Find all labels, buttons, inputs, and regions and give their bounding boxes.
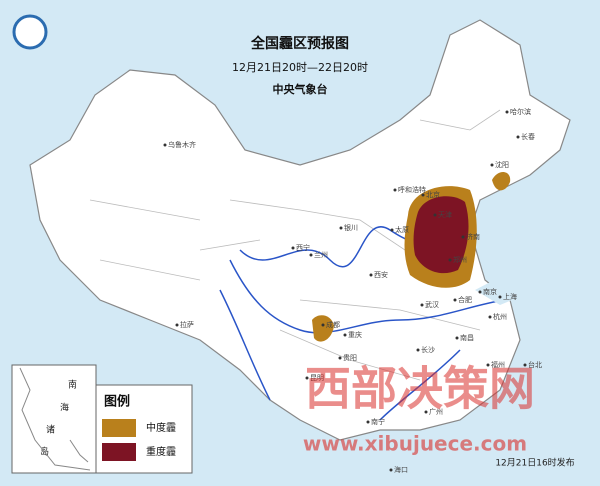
city-label: 西安 [374,270,388,279]
city-dot [505,110,509,114]
rivers [219,224,506,421]
city-dot [309,253,313,257]
city-label: 拉萨 [180,320,194,329]
city-dot [420,303,424,307]
city-dot [478,290,482,294]
inset-label: 南 [68,379,77,391]
inset-coast [19,367,91,471]
city-dot [448,258,452,262]
city-dot [486,363,490,367]
city-dot [339,226,343,230]
issue-time: 12月21日16时发布 [495,457,574,469]
city-label: 郑州 [453,256,467,264]
city-label: 南京 [483,287,497,296]
city-label: 昆明 [310,374,324,382]
city-label: 杭州 [493,312,507,321]
issuer: 中央气象台 [273,82,328,96]
city-label: 武汉 [425,300,439,309]
city-label: 广州 [429,407,443,416]
city-label: 济南 [466,232,480,241]
inset-box [11,364,97,474]
legend-label: 中度霾 [146,421,176,434]
city-label: 乌鲁木齐 [168,140,196,149]
city-dot [389,468,393,472]
city-dot [433,213,437,217]
moderate-haze-area [312,315,334,342]
city-label: 长春 [521,132,535,141]
city-label: 南宁 [371,417,385,426]
period: 12月21日20时—22日20时 [232,61,368,74]
city-label: 成都 [326,320,340,329]
city-label: 南昌 [460,333,474,342]
watermark: 西部决策网 [305,362,535,416]
city-dot [305,376,309,380]
city-dot [321,323,325,327]
province-borders [89,109,501,381]
city-label: 贵阳 [343,353,357,362]
city-label: 福州 [491,360,505,369]
city-label: 北京 [426,190,440,199]
city-dot [390,228,394,232]
city-dot [291,246,295,250]
legend-swatch [102,443,136,461]
city-label: 呼和浩特 [398,185,426,194]
legend-swatch [102,419,136,437]
severe-haze-area [413,196,469,274]
city-dot [498,295,502,299]
city-label: 哈尔滨 [510,107,531,116]
city-label: 重庆 [348,330,362,339]
city-dot [461,235,465,239]
inset-label: 诸 [46,425,55,436]
city-label: 太原 [395,225,409,234]
city-dot [490,163,494,167]
city-dot [366,420,370,424]
logo [12,14,48,50]
map-title: 全国霾区预报图 [250,35,349,52]
city-label: 海口 [394,465,408,474]
city-label: 银川 [344,223,358,232]
inset-label: 海 [60,402,69,414]
city-label: 西宁 [296,243,310,252]
moderate-haze-area [492,171,511,191]
city-label: 沈阳 [495,160,509,169]
city-dot [338,356,342,360]
city-dot [488,315,492,319]
city-dot [421,193,425,197]
city-label: 长沙 [421,345,435,354]
city-dot [424,410,428,414]
city-dot [393,188,397,192]
city-dot [455,336,459,340]
city-dot [523,363,527,367]
city-label: 天津 [438,211,452,219]
city-dot [163,143,167,147]
city-label: 上海 [503,292,517,301]
city-dot [453,298,457,302]
city-dot [343,333,347,337]
legend-title: 图例 [104,394,130,410]
city-label: 台北 [528,360,542,369]
city-label: 兰州 [314,250,328,259]
city-dot [516,135,520,139]
city-dot [416,348,420,352]
watermark-url: www.xibujuece.com [303,432,527,456]
china-outline [29,19,571,441]
city-dot [369,273,373,277]
legend-label: 重度霾 [146,445,176,458]
city-dot [175,323,179,327]
bay [475,278,512,305]
city-label: 合肥 [458,295,472,304]
